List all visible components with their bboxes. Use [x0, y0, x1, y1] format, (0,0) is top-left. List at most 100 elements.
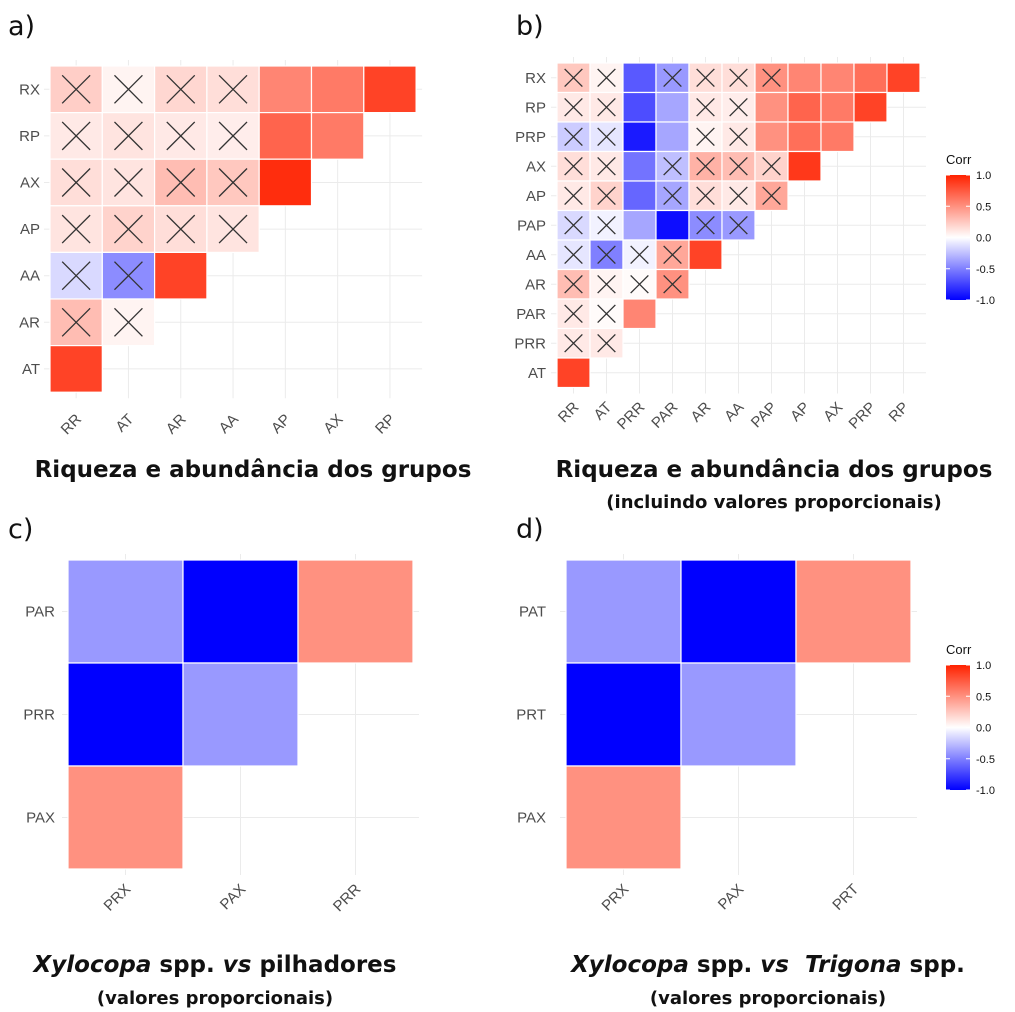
corr-cell: [49, 345, 103, 393]
legend-tick-label: 0.0: [976, 723, 991, 735]
cross-mark: [696, 156, 715, 176]
x-tick-label: PAX: [715, 881, 747, 913]
x-tick-label: RP: [372, 411, 399, 438]
corr-cell: [67, 765, 184, 870]
cross-mark: [114, 168, 143, 197]
corr-cell: [820, 91, 855, 123]
cross-mark: [564, 274, 583, 294]
x-tick-label: AP: [268, 411, 294, 437]
panel-c-x-ticks: PRX PAX PRR: [100, 881, 364, 916]
cross-mark: [61, 261, 91, 291]
y-tick-label: RP: [525, 99, 546, 116]
cross-mark: [564, 215, 583, 235]
cross-mark: [564, 333, 583, 353]
cross-mark: [729, 186, 748, 206]
y-tick-label: AR: [525, 276, 546, 293]
cross-mark: [597, 127, 616, 147]
cross-mark: [61, 74, 91, 104]
x-tick-label: AA: [721, 399, 747, 425]
y-tick-label: AT: [22, 361, 40, 378]
cross-mark: [663, 245, 682, 265]
legend-tick-label: 1.0: [976, 170, 991, 182]
cross-mark: [61, 214, 91, 244]
x-tick-label: AR: [163, 411, 190, 438]
x-tick-label: PAP: [748, 399, 780, 431]
panel-c-subcaption: (valores proporcionais): [97, 988, 333, 1009]
y-tick-label: PAT: [519, 604, 546, 621]
corr-cell: [886, 62, 921, 94]
panel-a-cells: [44, 60, 423, 399]
panel-a-letter: a): [8, 11, 35, 42]
corr-cell: [310, 65, 365, 114]
cross-mark: [597, 245, 616, 265]
cross-mark: [729, 215, 748, 235]
x-tick-label: AR: [688, 399, 715, 426]
cross-mark: [597, 215, 616, 235]
corr-cell: [67, 559, 184, 664]
panel-a-x-ticks: RR AT AR AA AP AX RP: [58, 411, 399, 438]
cross-mark: [166, 74, 196, 104]
x-tick-label: PRR: [614, 399, 649, 434]
corr-cell: [622, 180, 657, 212]
panel-b-letter: b): [516, 11, 544, 42]
panel-c-cells: [62, 554, 419, 875]
panel-d-caption-spp: spp.: [689, 952, 760, 978]
cross-mark: [114, 74, 143, 104]
panel-a-y-ticks: RX RP AX AP AA AR AT: [19, 81, 40, 378]
corr-cell: [101, 298, 156, 347]
cross-mark: [597, 274, 616, 294]
corr-cell: [795, 559, 912, 664]
cross-mark: [564, 97, 583, 117]
legend-tick-label: 0.5: [976, 201, 991, 213]
corr-cell: [182, 662, 299, 767]
corr-cell: [258, 65, 313, 114]
cross-mark: [564, 68, 583, 88]
panel-d-letter: d): [516, 514, 544, 545]
x-tick-label: PRT: [829, 881, 862, 914]
corr-cell: [680, 559, 797, 664]
panel-d-legend-title: Corr: [946, 642, 972, 657]
cross-mark: [61, 307, 91, 337]
corr-cell: [622, 150, 657, 182]
corr-cell: [787, 150, 822, 182]
cross-mark: [597, 333, 616, 353]
corr-cell: [310, 111, 365, 160]
cross-mark: [696, 127, 715, 147]
corr-cell: [787, 121, 822, 153]
cross-mark: [564, 186, 583, 206]
corr-cell: [154, 251, 208, 300]
corr-cell: [754, 121, 789, 153]
corr-cell: [622, 209, 657, 241]
panel-d-caption-genus: Xylocopa: [569, 952, 689, 978]
cross-mark: [597, 304, 616, 324]
corr-cell: [565, 559, 682, 664]
cross-mark: [663, 156, 682, 176]
y-tick-label: AX: [20, 175, 40, 192]
corr-cell: [622, 62, 657, 94]
cross-mark: [61, 168, 91, 197]
legend-tick-label: -1.0: [976, 785, 995, 797]
cross-mark: [166, 168, 196, 197]
x-tick-label: AA: [216, 411, 242, 437]
cross-mark: [114, 121, 143, 151]
corr-cell: [655, 209, 690, 241]
x-tick-label: PRP: [845, 399, 879, 433]
cross-mark: [696, 215, 715, 235]
cross-mark: [762, 156, 781, 176]
y-tick-label: PAP: [517, 217, 546, 234]
cross-mark: [166, 121, 196, 151]
cross-mark: [61, 121, 91, 151]
x-tick-label: AX: [820, 399, 846, 425]
panel-c: c) PRX PAX PRR PAR PRR PAX Xylocopa spp. vs …: [8, 514, 419, 1009]
panel-b-legend-title: Corr: [946, 152, 972, 167]
cross-mark: [218, 214, 248, 244]
cross-mark: [696, 186, 715, 206]
y-tick-label: AT: [528, 365, 546, 382]
panel-c-caption-genus: Xylocopa: [32, 952, 152, 978]
corr-cell: [655, 91, 690, 123]
panel-d-subcaption: (valores proporcionais): [650, 988, 886, 1009]
corr-cell: [622, 91, 657, 123]
panel-a: a) RR AT AR AA AP AX RP RX RP AX AP AA AR AT Riqueza…: [8, 11, 471, 483]
